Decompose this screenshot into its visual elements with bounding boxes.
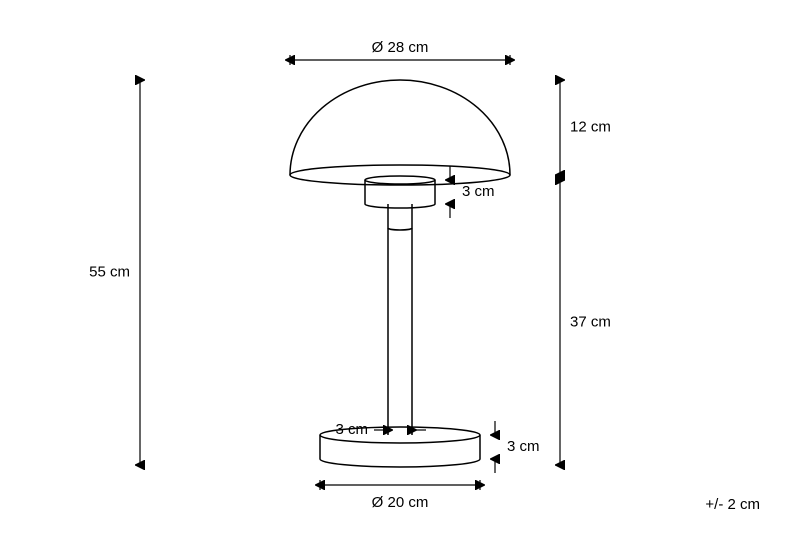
dim-label: 3 cm <box>507 438 540 455</box>
dim-label: 12 cm <box>570 118 611 135</box>
lamp-shade-dome <box>290 80 510 175</box>
lamp-collar-top <box>365 176 435 184</box>
lamp-collar-bottom <box>365 204 435 208</box>
tolerance-label: +/- 2 cm <box>705 496 760 513</box>
dim-label: 3 cm <box>335 421 368 438</box>
dim-label: Ø 20 cm <box>372 494 429 511</box>
dim-label: 37 cm <box>570 313 611 330</box>
lamp-base-bottom <box>320 459 480 467</box>
dim-label: 55 cm <box>89 263 130 280</box>
dim-label: Ø 28 cm <box>372 39 429 56</box>
dim-label: 3 cm <box>462 183 495 200</box>
